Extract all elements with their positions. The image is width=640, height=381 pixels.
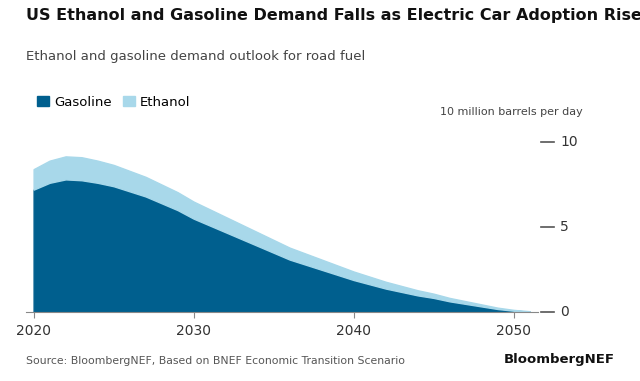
Text: Source: BloombergNEF, Based on BNEF Economic Transition Scenario: Source: BloombergNEF, Based on BNEF Econ… <box>26 356 404 366</box>
Text: Ethanol and gasoline demand outlook for road fuel: Ethanol and gasoline demand outlook for … <box>26 50 365 62</box>
Text: 10: 10 <box>560 135 578 149</box>
Text: 0: 0 <box>560 306 569 319</box>
Text: 5: 5 <box>560 220 569 234</box>
Text: BloombergNEF: BloombergNEF <box>504 353 614 366</box>
Text: 10 million barrels per day: 10 million barrels per day <box>440 107 582 117</box>
Legend: Gasoline, Ethanol: Gasoline, Ethanol <box>32 90 196 114</box>
Text: US Ethanol and Gasoline Demand Falls as Electric Car Adoption Rises: US Ethanol and Gasoline Demand Falls as … <box>26 8 640 22</box>
